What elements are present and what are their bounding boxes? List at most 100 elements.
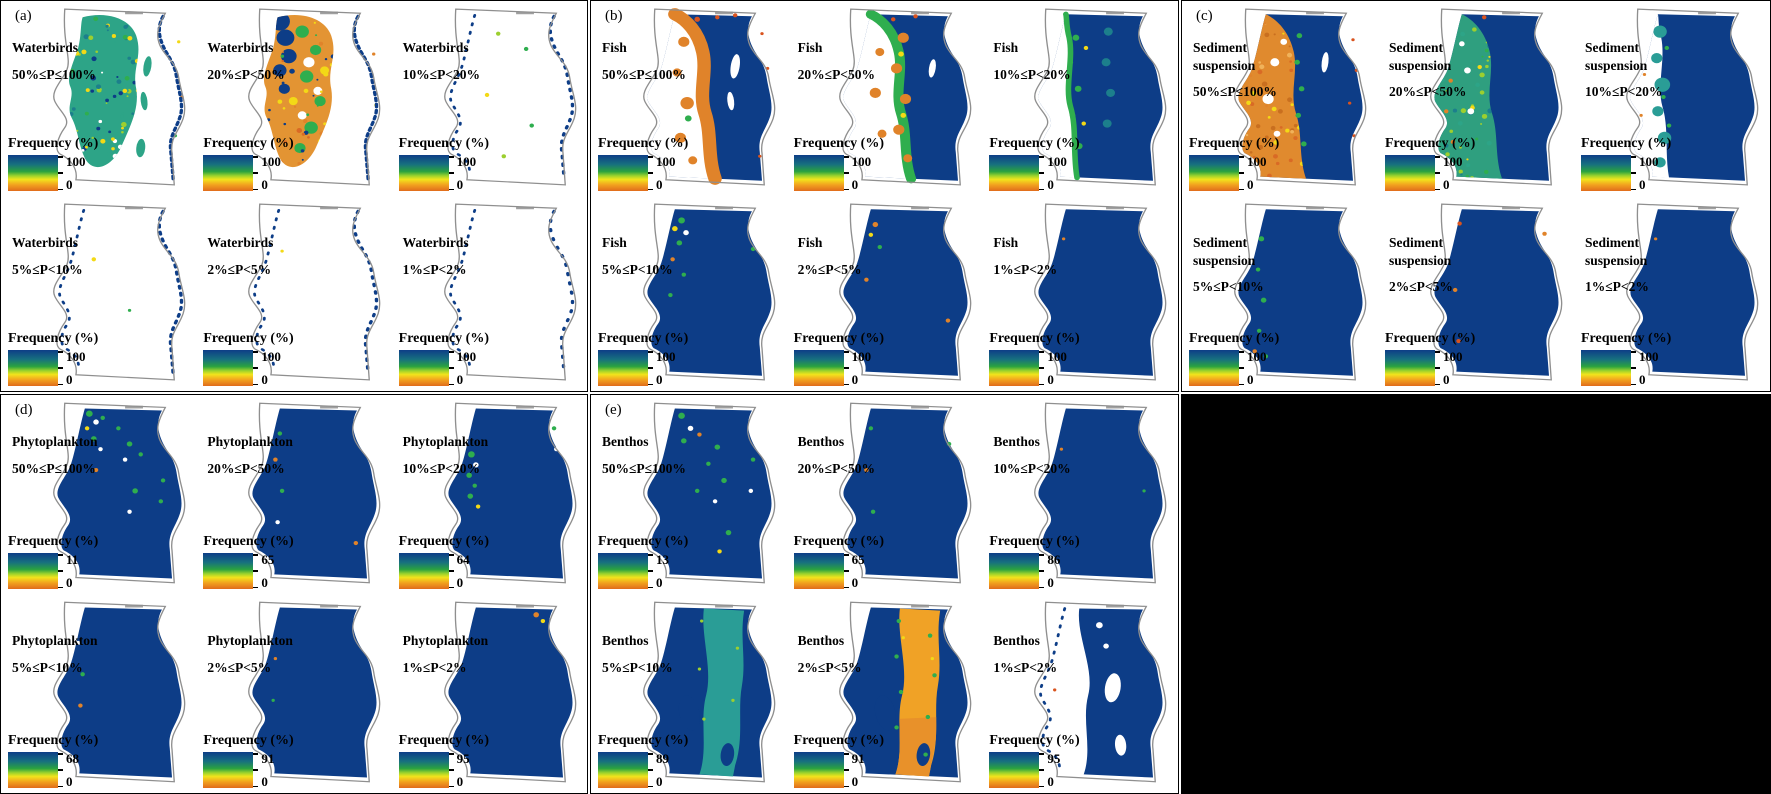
map-d-3: Phytoplankton 10%≤P<20% Frequency (%) 64 0 bbox=[392, 395, 587, 594]
colorbar bbox=[598, 553, 648, 589]
map-label: Waterbirds 20%≤P<50% bbox=[207, 39, 284, 83]
legend-min: 0 bbox=[1247, 177, 1254, 192]
species-line: suspension bbox=[1389, 57, 1452, 73]
probability-range: 20%≤P<50% bbox=[207, 66, 285, 82]
map-label: Fish 5%≤P<10% bbox=[602, 234, 673, 278]
colorbar bbox=[8, 752, 58, 788]
blank-area bbox=[1181, 394, 1771, 794]
frequency-legend: Frequency (%) 100 0 bbox=[793, 331, 884, 387]
legend-max: 100 bbox=[1443, 154, 1463, 169]
legend-min: 0 bbox=[261, 575, 268, 590]
probability-range: 10%≤P<20% bbox=[402, 66, 481, 82]
colorbar bbox=[8, 350, 58, 386]
panel-letter: (c) bbox=[1196, 8, 1213, 24]
frequency-legend: Frequency (%) 64 0 bbox=[398, 534, 489, 590]
species-line: suspension bbox=[1585, 57, 1648, 73]
species-line: Waterbirds bbox=[402, 40, 469, 55]
species-line: Phytoplankton bbox=[207, 633, 293, 648]
map-e-1: (e) Benthos 50%≤P≤100% Frequency (%) 13 0 bbox=[591, 395, 787, 594]
map-graphic bbox=[643, 601, 776, 783]
probability-range: 50%≤P≤100% bbox=[602, 66, 686, 82]
map-graphic bbox=[1430, 203, 1563, 381]
frequency-legend: Frequency (%) 65 0 bbox=[203, 534, 294, 590]
probability-range: 50%≤P≤100% bbox=[12, 66, 96, 82]
legend-min: 0 bbox=[456, 575, 464, 590]
colorbar-ticks bbox=[648, 752, 653, 788]
legend-min: 0 bbox=[261, 372, 268, 387]
panel-letter: (d) bbox=[15, 402, 33, 418]
map-label: Phytoplankton 2%≤P<5% bbox=[207, 632, 293, 676]
colorbar bbox=[203, 350, 254, 386]
species-line: suspension bbox=[1389, 252, 1452, 268]
legend-max: 100 bbox=[456, 154, 477, 169]
legend-min: 0 bbox=[656, 177, 663, 192]
frequency-legend: Frequency (%) 100 0 bbox=[1189, 136, 1279, 191]
map-d-6: Phytoplankton 1%≤P<2% Frequency (%) 95 0 bbox=[392, 594, 587, 793]
legend-label: Frequency (%) bbox=[1189, 331, 1280, 346]
colorbar bbox=[1189, 350, 1239, 386]
legend-min: 0 bbox=[66, 774, 73, 789]
species-line: Fish bbox=[797, 40, 823, 55]
frequency-legend: Frequency (%) 100 0 bbox=[398, 136, 489, 191]
frequency-legend: Frequency (%) 100 0 bbox=[398, 331, 489, 386]
legend-min: 0 bbox=[656, 575, 663, 590]
legend-min: 0 bbox=[1247, 372, 1254, 387]
colorbar-ticks bbox=[843, 350, 849, 386]
panel-letter: (b) bbox=[605, 8, 623, 24]
species-line: Sediment bbox=[1585, 235, 1639, 250]
legend-min: 0 bbox=[261, 774, 268, 789]
legend-min: 0 bbox=[66, 177, 73, 192]
frequency-legend: Frequency (%) 91 0 bbox=[793, 733, 884, 788]
map-graphic bbox=[53, 601, 186, 783]
map-label: Sediment suspension 1%≤P<2% bbox=[1585, 234, 1649, 296]
map-label: Sediment suspension 50%≤P≤100% bbox=[1193, 39, 1277, 101]
legend-max: 65 bbox=[851, 552, 865, 567]
map-graphic bbox=[248, 601, 381, 783]
species-line: Sediment bbox=[1193, 235, 1247, 250]
probability-range: 5%≤P<10% bbox=[602, 659, 673, 675]
legend-label: Frequency (%) bbox=[793, 534, 884, 549]
legend-max: 11 bbox=[66, 552, 79, 567]
legend-max: 68 bbox=[66, 751, 79, 766]
legend-label: Frequency (%) bbox=[398, 331, 489, 346]
species-line: Fish bbox=[993, 40, 1019, 55]
frequency-legend: Frequency (%) 100 0 bbox=[203, 136, 294, 192]
colorbar bbox=[1189, 155, 1239, 191]
map-graphic bbox=[838, 601, 972, 783]
panel-letter: (e) bbox=[605, 402, 622, 418]
species-line: Sediment bbox=[1193, 40, 1247, 55]
map-graphic bbox=[53, 402, 186, 584]
frequency-legend: Frequency (%) 100 0 bbox=[203, 331, 294, 387]
probability-range: 50%≤P≤100% bbox=[602, 460, 686, 476]
map-label: Waterbirds 5%≤P<10% bbox=[12, 234, 83, 278]
colorbar bbox=[598, 752, 648, 788]
map-label: Fish 50%≤P≤100% bbox=[602, 39, 686, 83]
species-line: Benthos bbox=[602, 633, 649, 648]
legend-min: 0 bbox=[261, 177, 268, 192]
legend-min: 0 bbox=[1047, 177, 1054, 192]
colorbar bbox=[398, 553, 449, 589]
legend-min: 0 bbox=[656, 774, 663, 789]
legend-min: 0 bbox=[851, 372, 859, 387]
probability-range: 5%≤P<10% bbox=[602, 261, 673, 277]
map-b-1: (b) Fish 50%≤P≤100% Frequency (%) 100 0 bbox=[591, 1, 787, 196]
legend-min: 0 bbox=[66, 372, 73, 387]
map-graphic bbox=[838, 402, 972, 584]
colorbar-ticks bbox=[648, 155, 653, 191]
map-graphic bbox=[1034, 601, 1167, 783]
frequency-legend: Frequency (%) 100 0 bbox=[1385, 136, 1475, 191]
legend-min: 0 bbox=[1639, 372, 1646, 387]
legend-max: 95 bbox=[456, 751, 470, 766]
map-label: Waterbirds 1%≤P<2% bbox=[403, 234, 469, 278]
probability-range: 5%≤P<10% bbox=[12, 659, 83, 675]
map-c-1: (c) Sediment suspension 50%≤P≤100% Frequency… bbox=[1182, 1, 1378, 196]
colorbar bbox=[989, 752, 1040, 788]
legend-max: 100 bbox=[1047, 349, 1067, 364]
colorbar-ticks bbox=[1039, 155, 1045, 191]
map-graphic bbox=[1034, 203, 1167, 381]
species-line: Phytoplankton bbox=[207, 434, 293, 449]
map-graphic bbox=[838, 203, 972, 381]
probability-range: 1%≤P<2% bbox=[402, 261, 467, 277]
colorbar-ticks bbox=[253, 155, 259, 191]
